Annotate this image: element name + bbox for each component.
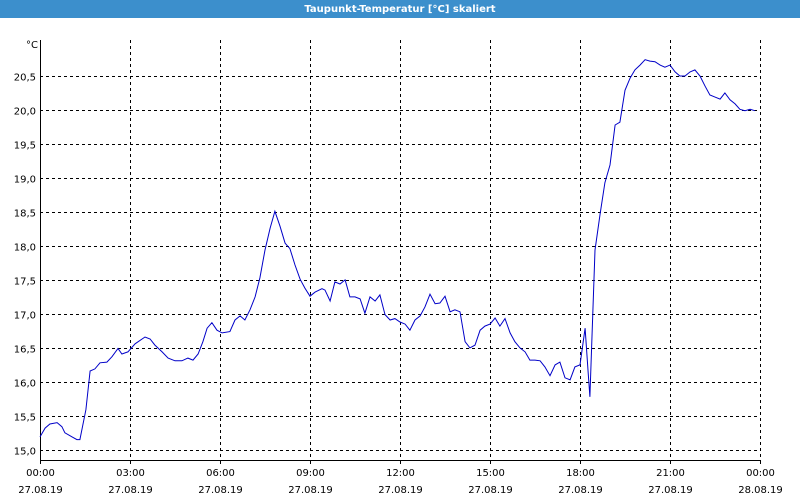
- y-tick-label: 16,5: [14, 345, 36, 356]
- y-tick-label: 18,0: [14, 243, 36, 254]
- x-tick-date: 27.08.19: [378, 485, 423, 496]
- x-tick-label: 06:00: [206, 468, 235, 479]
- y-tick-label: 19,0: [14, 175, 36, 186]
- x-tick-label: 21:00: [656, 468, 685, 479]
- x-tick-label: 09:00: [296, 468, 325, 479]
- y-tick-label: 15,0: [14, 447, 36, 458]
- x-tick-date: 27.08.19: [198, 485, 243, 496]
- x-tick-label: 18:00: [566, 468, 595, 479]
- x-tick-date: 27.08.19: [468, 485, 513, 496]
- y-tick-label: 18,5: [14, 209, 36, 220]
- x-tick-date: 27.08.19: [18, 485, 63, 496]
- y-tick-label: 15,5: [14, 413, 36, 424]
- title-bar: [0, 0, 800, 18]
- x-tick-date: 27.08.19: [648, 485, 693, 496]
- x-tick-label: 00:00: [26, 468, 55, 479]
- x-tick-date: 27.08.19: [558, 485, 603, 496]
- y-tick-label: 17,5: [14, 277, 36, 288]
- x-tick-label: 12:00: [386, 468, 415, 479]
- x-tick-date: 27.08.19: [108, 485, 153, 496]
- data-line: [39, 59, 756, 441]
- y-tick-label: 20,5: [14, 73, 36, 84]
- x-tick-date: 28.08.19: [738, 485, 783, 496]
- x-tick-label: 15:00: [476, 468, 505, 479]
- y-tick-label: 20,0: [14, 107, 36, 118]
- x-tick-label: 03:00: [116, 468, 145, 479]
- y-axis-label: °C: [26, 40, 38, 51]
- x-tick-label: 00:00: [746, 468, 775, 479]
- chart-title: Taupunkt-Temperatur [°C] skaliert: [304, 4, 495, 15]
- y-tick-label: 19,5: [14, 141, 36, 152]
- y-tick-label: 16,0: [14, 379, 36, 390]
- x-tick-date: 27.08.19: [288, 485, 333, 496]
- y-tick-label: 17,0: [14, 311, 36, 322]
